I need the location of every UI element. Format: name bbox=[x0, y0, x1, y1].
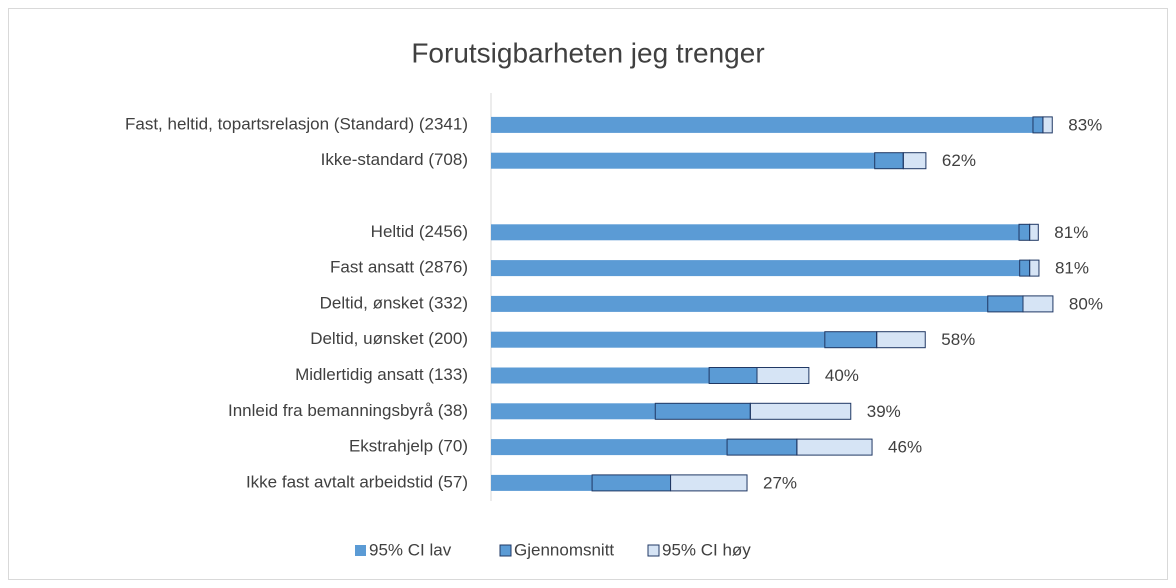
bar-segment bbox=[796, 438, 873, 456]
bar-segment bbox=[1042, 116, 1053, 134]
y-tick-label: Ikke fast avtalt arbeidstid (57) bbox=[246, 472, 468, 491]
bar-segment bbox=[491, 439, 728, 456]
y-tick-label: Fast ansatt (2876) bbox=[330, 258, 468, 277]
bar-segment bbox=[987, 295, 1024, 313]
data-label: 39% bbox=[867, 402, 901, 421]
bar-segment bbox=[1029, 223, 1039, 241]
bar-segment bbox=[1022, 295, 1054, 313]
bar-segment bbox=[708, 367, 758, 384]
legend-swatch bbox=[499, 544, 512, 557]
data-label: 46% bbox=[888, 438, 922, 457]
y-tick-label: Innleid fra bemanningsbyrå (38) bbox=[228, 401, 468, 420]
legend-swatch bbox=[647, 544, 660, 557]
bar-segment bbox=[1032, 116, 1044, 134]
chart-title: Forutsigbarheten jeg trenger bbox=[411, 37, 764, 68]
y-tick-label: Deltid, ønsket (332) bbox=[320, 293, 468, 312]
bar-segment bbox=[491, 116, 1033, 133]
bar-segment bbox=[491, 474, 593, 491]
y-tick-label: Deltid, uønsket (200) bbox=[310, 329, 468, 348]
data-label: 80% bbox=[1069, 294, 1103, 313]
legend-swatch bbox=[355, 545, 366, 556]
y-tick-label: Ekstrahjelp (70) bbox=[349, 437, 468, 456]
data-label: 81% bbox=[1054, 223, 1088, 242]
bar-segment bbox=[726, 438, 798, 456]
y-tick-label: Fast, heltid, topartsrelasjon (Standard)… bbox=[125, 114, 468, 133]
bar-segment bbox=[654, 402, 751, 420]
bar-segment bbox=[491, 152, 875, 169]
y-tick-label: Heltid (2456) bbox=[371, 222, 468, 241]
bar-segment bbox=[491, 367, 710, 384]
data-label: 27% bbox=[763, 473, 797, 492]
data-label: 83% bbox=[1068, 115, 1102, 134]
bar-segment bbox=[670, 474, 748, 492]
legend-label: 95% CI høy bbox=[662, 540, 751, 559]
bar-segment bbox=[876, 331, 926, 349]
bar-segment bbox=[749, 402, 852, 420]
bar-segment bbox=[491, 295, 988, 312]
bar-segment bbox=[1029, 259, 1040, 277]
bar-segment bbox=[756, 367, 810, 384]
legend-label: Gjennomsnitt bbox=[514, 540, 614, 559]
data-label: 81% bbox=[1055, 259, 1089, 278]
bar-segment bbox=[491, 403, 656, 420]
bar-segment bbox=[902, 152, 927, 170]
bar-segment bbox=[491, 260, 1020, 277]
bar-segment bbox=[824, 331, 878, 349]
y-tick-label: Ikke-standard (708) bbox=[321, 150, 468, 169]
legend-label: 95% CI lav bbox=[369, 540, 452, 559]
bar-segment bbox=[874, 152, 904, 170]
bar-segment bbox=[1018, 223, 1031, 241]
data-label: 62% bbox=[942, 151, 976, 170]
bar-segment bbox=[491, 224, 1020, 241]
y-tick-label: Midlertidig ansatt (133) bbox=[295, 365, 468, 384]
chart-border bbox=[8, 8, 1168, 580]
bar-segment bbox=[591, 474, 672, 492]
bar-segment bbox=[491, 331, 825, 348]
data-label: 40% bbox=[825, 366, 859, 385]
bar-segment bbox=[1019, 259, 1031, 277]
data-label: 58% bbox=[941, 330, 975, 349]
